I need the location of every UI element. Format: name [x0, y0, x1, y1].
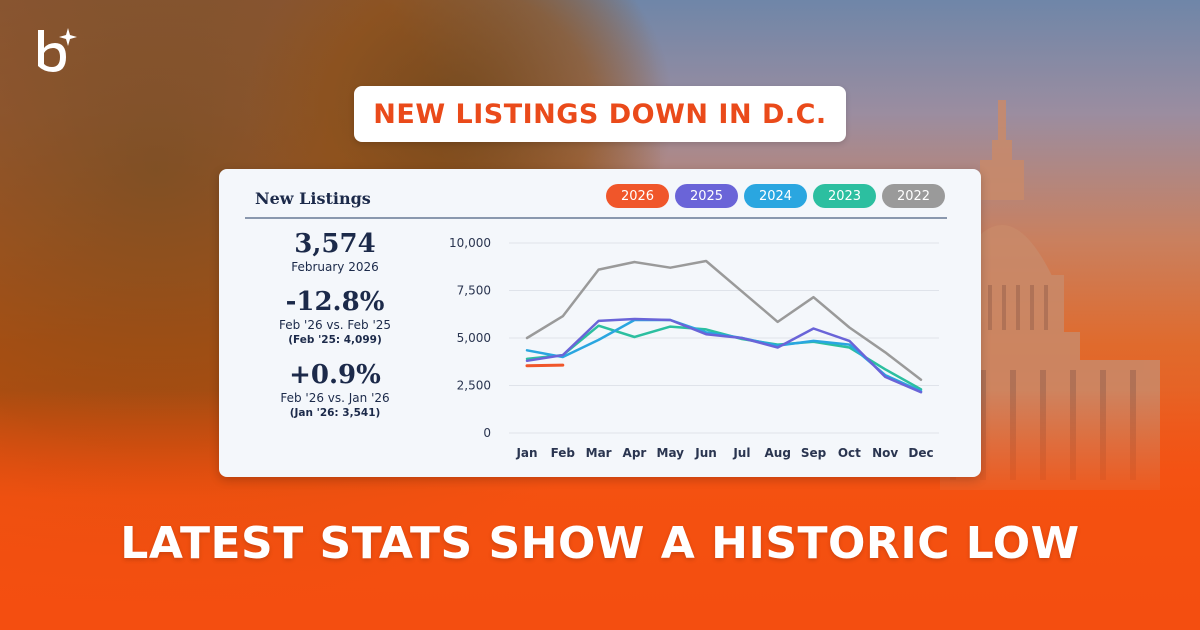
current-value: 3,574: [294, 229, 376, 259]
series-line-2026: [525, 363, 565, 368]
line-chart: 0 2,500 5,000 7,500 10,000 Jan Feb Mar Apr May Jun…: [419, 225, 959, 465]
y-tick-label: 5,000: [457, 331, 491, 345]
footer-headline: LATEST STATS SHOW A HISTORIC LOW: [120, 518, 1080, 569]
series-line-2022: [525, 259, 923, 382]
stats-panel: 3,574 February 2026 -12.8% Feb '26 vs. F…: [245, 229, 425, 433]
x-tick-label: May: [657, 446, 685, 460]
legend-item-2024: 2024: [744, 184, 807, 208]
legend-item-2025: 2025: [675, 184, 738, 208]
x-tick-label: Dec: [908, 446, 933, 460]
yoy-previous-value: (Feb '25: 4,099): [288, 334, 382, 346]
x-tick-label: Feb: [551, 446, 576, 460]
yoy-change-block: -12.8% Feb '26 vs. Feb '25 (Feb '25: 4,0…: [245, 287, 425, 348]
y-tick-label: 0: [483, 426, 491, 440]
chart-title: New Listings: [255, 189, 371, 208]
current-value-label: February 2026: [291, 260, 379, 274]
x-tick-label: Apr: [623, 446, 647, 460]
x-tick-label: Aug: [765, 446, 791, 460]
headline-banner: NEW LISTINGS DOWN IN D.C.: [354, 86, 846, 142]
yoy-change-label: Feb '26 vs. Feb '25: [278, 318, 392, 332]
current-value-block: 3,574 February 2026: [245, 229, 425, 275]
legend-item-2023: 2023: [813, 184, 876, 208]
mom-change-label: Feb '26 vs. Jan '26: [280, 391, 390, 405]
chart-card: New Listings 2026 2025 2024 2023 2022 3,…: [219, 169, 981, 477]
x-tick-label: Jun: [694, 446, 717, 460]
y-tick-label: 10,000: [449, 236, 491, 250]
line-chart-svg: 0 2,500 5,000 7,500 10,000 Jan Feb Mar Apr May Jun…: [449, 236, 939, 460]
series-line-2025: [525, 317, 923, 394]
legend-item-2022: 2022: [882, 184, 945, 208]
x-tick-label: Mar: [586, 446, 612, 460]
y-tick-label: 2,500: [457, 379, 491, 393]
x-tick-label: Jan: [515, 446, 537, 460]
x-tick-label: Nov: [872, 446, 898, 460]
yoy-change: -12.8%: [285, 287, 385, 317]
x-tick-label: Sep: [801, 446, 827, 460]
series-line-2024: [525, 318, 923, 393]
brand-logo-icon: [38, 28, 77, 72]
mom-change-block: +0.9% Feb '26 vs. Jan '26 (Jan '26: 3,54…: [245, 360, 425, 421]
mom-change: +0.9%: [289, 360, 381, 390]
legend-item-2026: 2026: [606, 184, 669, 208]
headline-text: NEW LISTINGS DOWN IN D.C.: [373, 98, 827, 130]
title-divider: [245, 217, 947, 219]
x-tick-label: Jul: [732, 446, 750, 460]
y-tick-label: 7,500: [457, 284, 491, 298]
chart-legend: 2026 2025 2024 2023 2022: [606, 184, 945, 208]
x-tick-label: Oct: [838, 446, 861, 460]
mom-previous-value: (Jan '26: 3,541): [289, 407, 381, 419]
